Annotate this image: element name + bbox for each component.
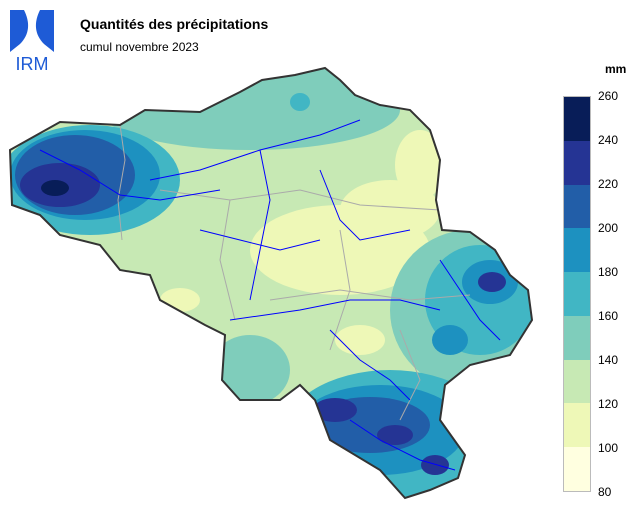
legend-tick-label: 80 [598, 485, 612, 499]
legend-tick-label: 240 [598, 133, 619, 147]
legend-swatch [564, 140, 590, 185]
legend-ticks: 260 240 220 200 180 160 140 120 100 80 [598, 89, 638, 499]
irm-logo: IRM [10, 10, 54, 72]
precipitation-map [8, 66, 534, 500]
legend-swatch [564, 272, 590, 316]
legend-tick-label: 180 [598, 265, 619, 279]
legend-tick-label: 100 [598, 441, 619, 455]
legend-swatch [564, 184, 590, 229]
legend-tick-label: 200 [598, 220, 619, 235]
legend-swatch [564, 315, 590, 360]
legend-unit: mm [605, 62, 627, 76]
legend-swatch [564, 359, 590, 404]
map-subtitle: cumul novembre 2023 [80, 40, 199, 54]
legend-swatch [564, 96, 590, 141]
legend-tick-label: 220 [598, 177, 619, 191]
legend-swatch [564, 403, 590, 448]
color-legend [563, 96, 591, 492]
map-title: Quantités des précipitations [80, 16, 269, 32]
legend-tick-label: 120 [598, 397, 619, 411]
legend-tick-label: 140 [598, 352, 619, 367]
legend-swatch [564, 447, 590, 491]
legend-swatch [564, 228, 590, 273]
svg-text:IRM: IRM [16, 54, 49, 72]
belgium-outline [8, 66, 534, 500]
legend-tick-label: 260 [598, 89, 619, 103]
legend-tick-label: 160 [598, 309, 619, 323]
